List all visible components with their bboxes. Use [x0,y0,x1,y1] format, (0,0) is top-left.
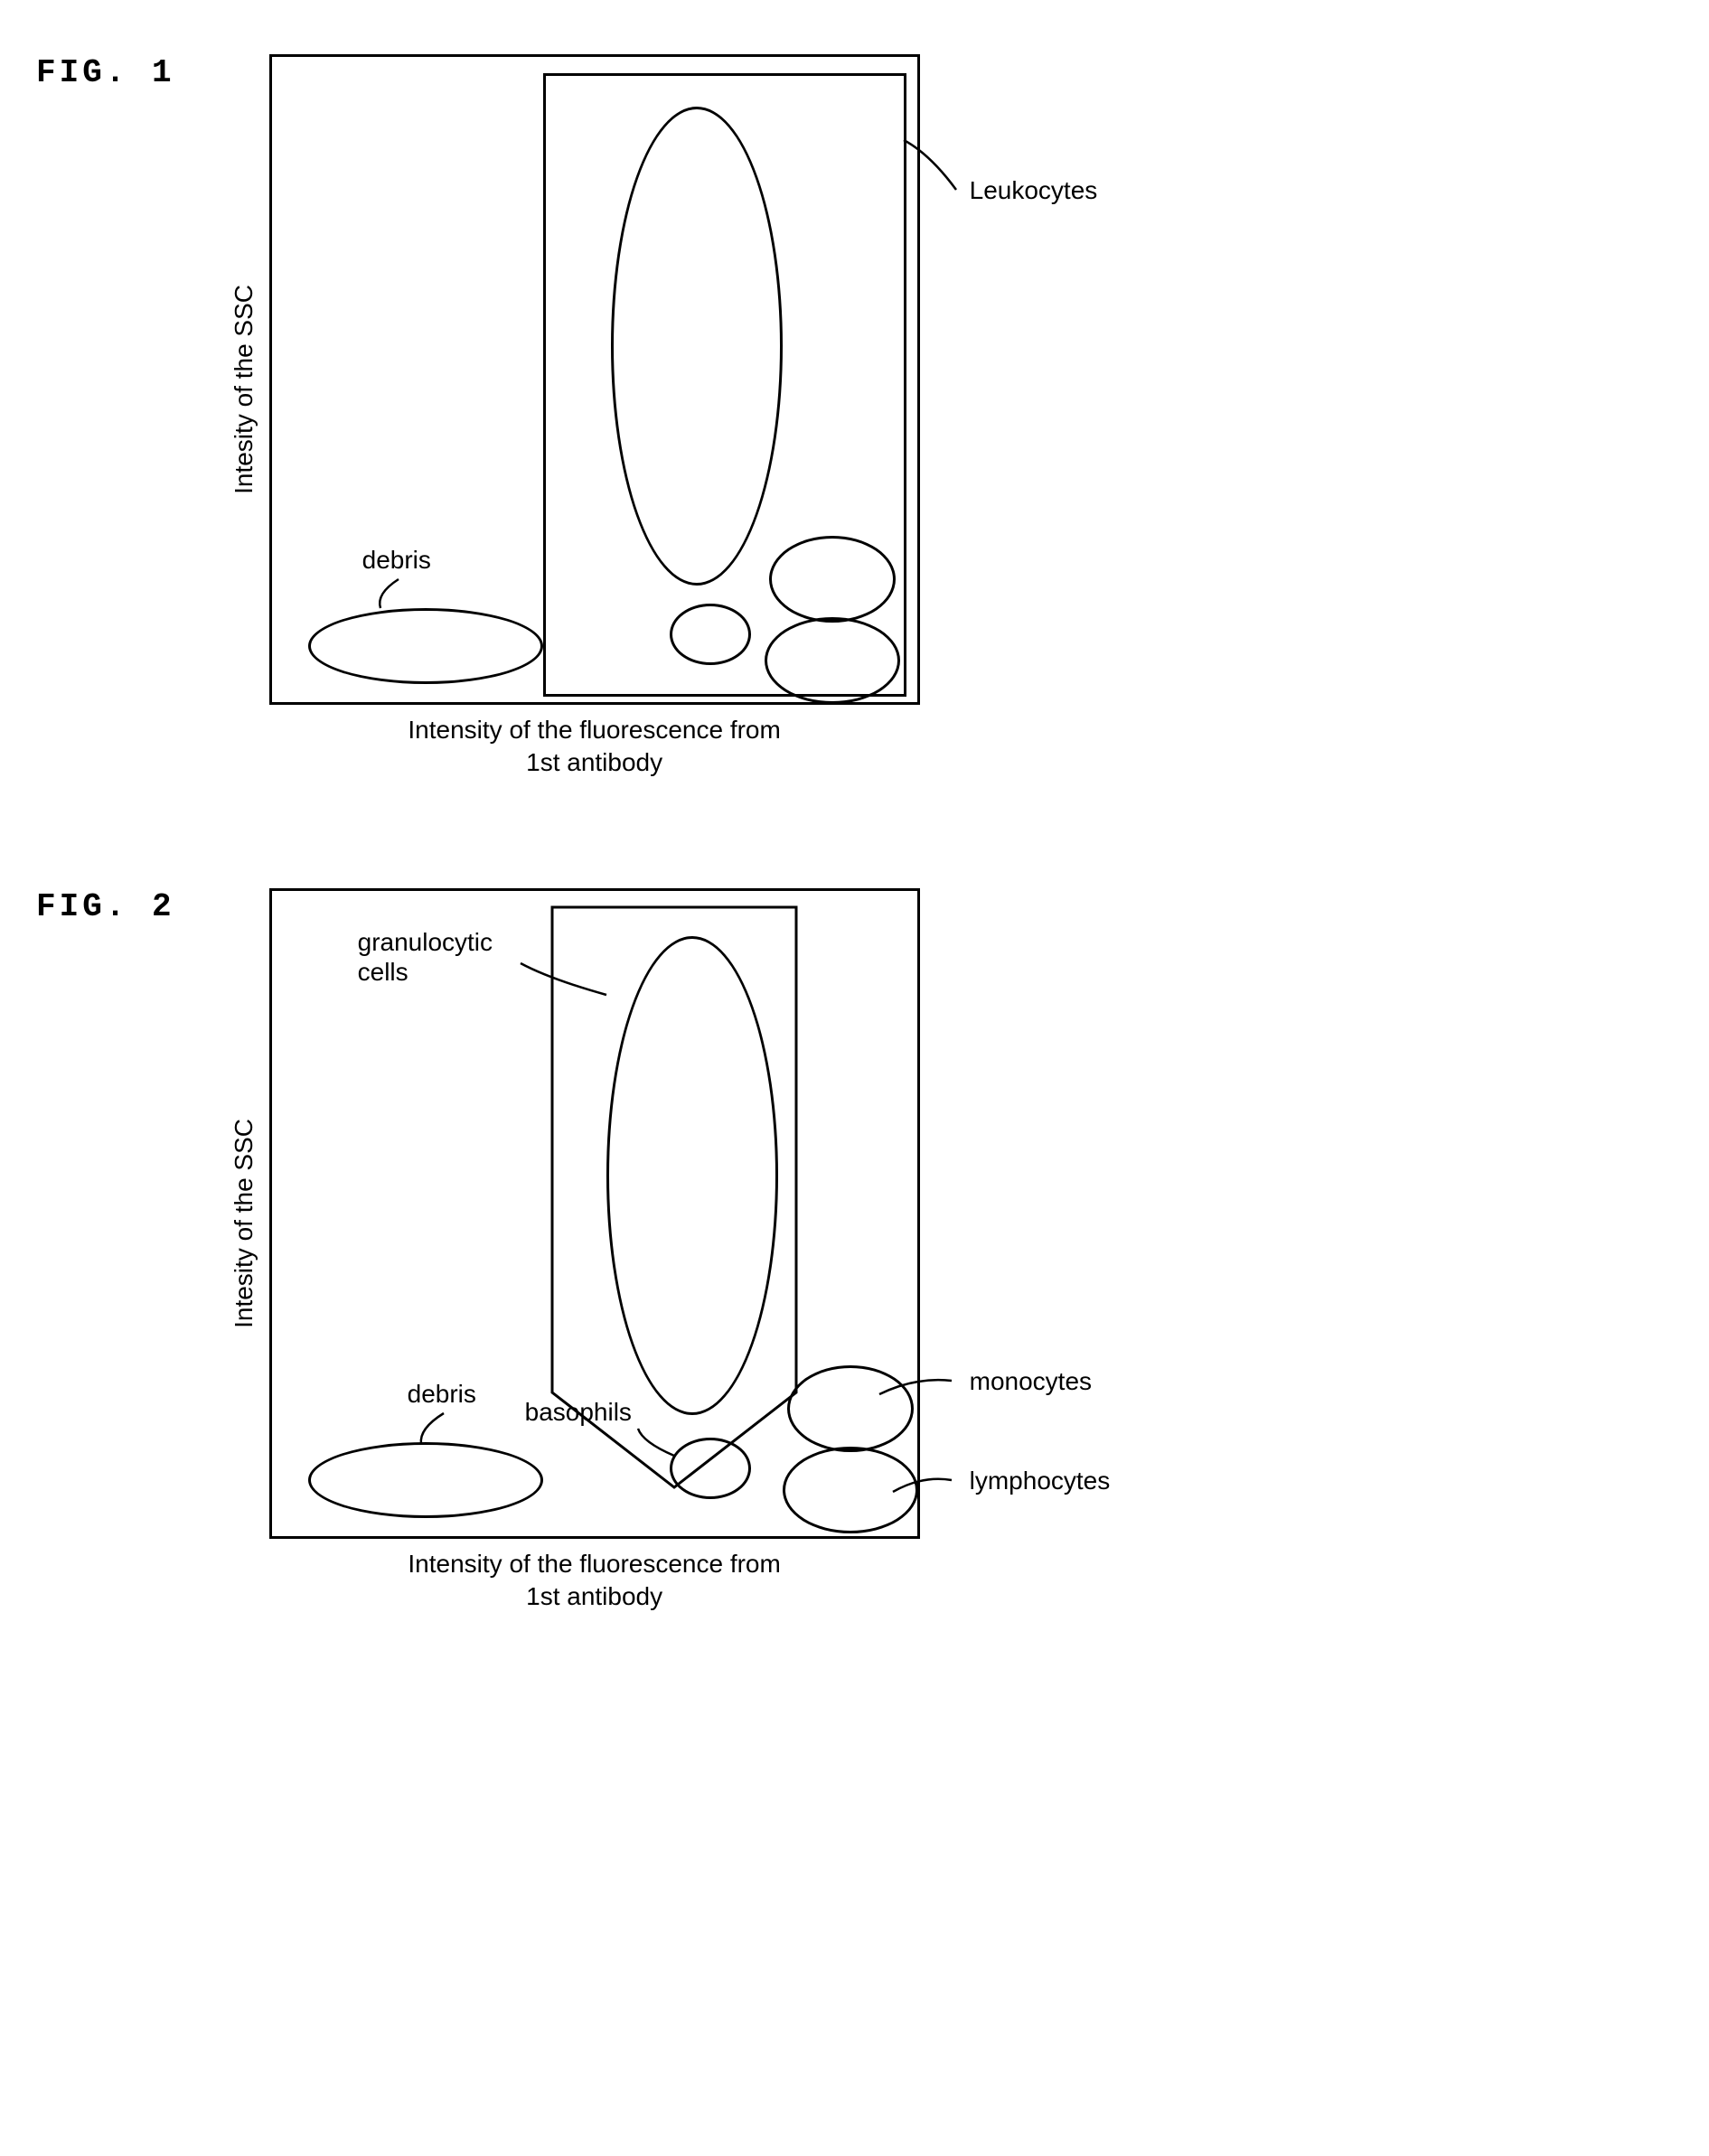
plot-label: debris [408,1379,476,1410]
external-label: lymphocytes [970,1467,1111,1495]
population-basophils [670,604,751,665]
plot-area: Intesity of the SSC granulocyticcells debr… [230,888,1155,1614]
population-basophils [670,1438,751,1499]
scatter-plot-box: granulocyticcells debris basophils [269,888,920,1539]
scatter-plot-box: debris [269,54,920,705]
population-lymphocytes [765,617,900,704]
plot-label: granulocyticcells [358,927,493,988]
plot-area: Intesity of the SSC debris Intensity of th… [230,54,1155,780]
figure-label: FIG. 2 [36,888,175,925]
population-granulocytes [611,107,783,586]
population-monocytes [787,1365,914,1452]
y-axis-label: Intesity of the SSC [230,1119,258,1328]
plot-wrapper: granulocyticcells debris basophils Intensit… [269,888,920,1614]
population-granulocytes [606,936,778,1415]
external-labels: monocytes lymphocytes [920,888,1155,1539]
population-lymphocytes [783,1447,918,1533]
external-labels: Leukocytes [920,54,1155,705]
figure-1: FIG. 1 Intesity of the SSC debris Intensity… [36,54,1673,780]
figure-2: FIG. 2 Intesity of the SSC granulocyticcel… [36,888,1673,1614]
figure-label: FIG. 1 [36,54,175,91]
population-debris [308,1442,543,1518]
plot-wrapper: debris Intensity of the fluorescence from… [269,54,920,780]
x-axis-label: Intensity of the fluorescence from1st an… [408,1548,780,1614]
population-monocytes [769,536,896,623]
plot-label: basophils [525,1397,632,1428]
y-axis-label: Intesity of the SSC [230,285,258,494]
external-label: monocytes [970,1367,1092,1396]
population-debris [308,608,543,684]
x-axis-label: Intensity of the fluorescence from1st an… [408,714,780,780]
plot-label: debris [362,545,431,576]
external-label: Leukocytes [970,176,1098,205]
